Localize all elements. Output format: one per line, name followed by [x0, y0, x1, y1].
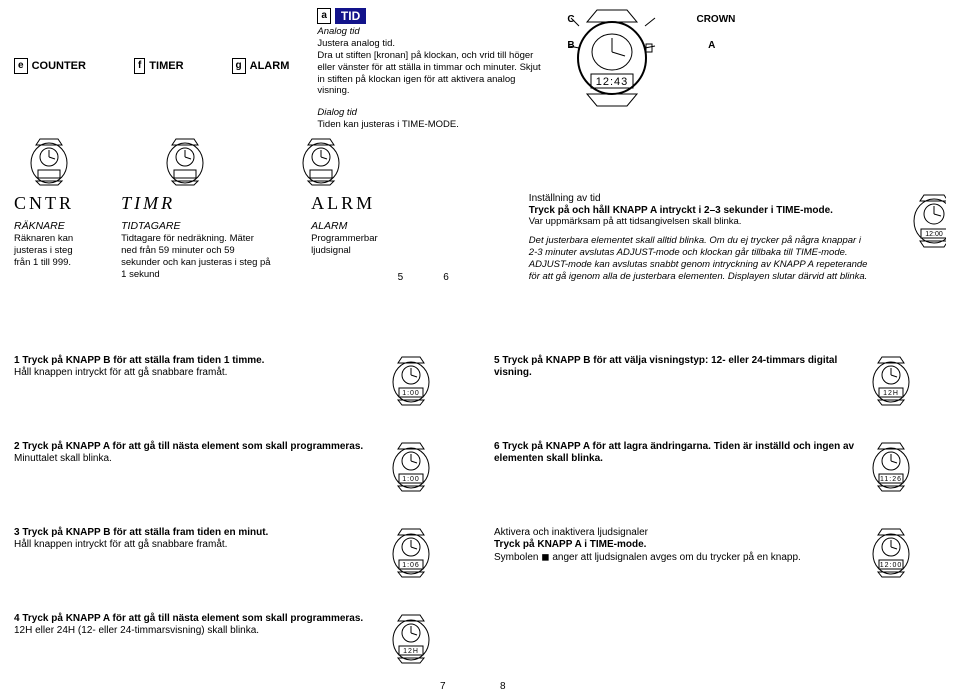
col-cntr: CNTR RÄKNARE Räknaren kan justeras i ste…: [14, 193, 81, 281]
letter-g: g: [232, 58, 246, 74]
step: 2 Tryck på KNAPP A för att gå till nästa…: [14, 441, 434, 493]
step-watch-icon: 1:00: [388, 355, 434, 407]
instr-b1: Tryck på och håll KNAPP A intryckt i 2–3…: [529, 205, 869, 216]
crown-b: B: [567, 40, 574, 51]
mode-counter: e COUNTER: [14, 58, 86, 74]
timr-bd: Tidtagare för nedräkning. Mäter ned från…: [121, 233, 271, 281]
step-watch-icon: 12H: [868, 355, 914, 407]
left-steps: 1 Tryck på KNAPP B för att ställa fram t…: [14, 355, 434, 699]
mode-labels: e COUNTER f TIMER g ALARM: [14, 58, 289, 74]
pg5: 5: [398, 272, 404, 283]
small-watches-row: [26, 137, 946, 187]
disp-cntr: CNTR: [14, 193, 81, 214]
pg6: 6: [443, 272, 449, 283]
svg-text:1:00: 1:00: [402, 476, 420, 483]
crown-label: CROWN: [696, 14, 735, 25]
instr-hd: Inställning av tid: [529, 193, 869, 204]
alrm-hd: ALARM: [311, 220, 378, 232]
col-timr: TIMR TIDTAGARE Tidtagare för nedräkning.…: [121, 193, 271, 281]
disp-alrm: ALRM: [311, 193, 378, 214]
mode-alarm: g ALARM: [232, 58, 290, 74]
lower-steps: 1 Tryck på KNAPP B för att ställa fram t…: [14, 355, 946, 699]
instr-watch-icon: 12:00: [909, 193, 946, 249]
letter-f: f: [134, 58, 145, 74]
analog-body: Dra ut stiften [kronan] på klockan, och …: [317, 50, 547, 98]
crown-watch-icon: 12:43: [567, 8, 657, 108]
step-watch-icon: 1:00: [388, 441, 434, 493]
pg7: 7: [440, 681, 446, 692]
step: 3 Tryck på KNAPP B för att ställa fram t…: [14, 527, 434, 579]
svg-text:1:06: 1:06: [402, 562, 420, 569]
disp-timr: TIMR: [121, 193, 271, 214]
analog-sub: Justera analog tid.: [317, 38, 547, 50]
disp-cols: CNTR RÄKNARE Räknaren kan justeras i ste…: [14, 193, 378, 281]
step: 6 Tryck på KNAPP A för att lagra ändring…: [494, 441, 914, 493]
cntr-hd: RÄKNARE: [14, 220, 81, 232]
step: Aktivera och inaktivera ljudsignalerTryc…: [494, 527, 914, 579]
svg-text:12H: 12H: [403, 648, 419, 655]
svg-text:12H: 12H: [883, 390, 899, 397]
crown-figure: C B A CROWN 12:43: [567, 8, 687, 111]
tid-title: a TID: [317, 8, 547, 24]
step-watch-icon: 12H: [388, 613, 434, 665]
step-watch-icon: 12:00: [868, 527, 914, 579]
crown-c: C: [567, 14, 574, 25]
step-watch-icon: 1:06: [388, 527, 434, 579]
small-watch-icon: [26, 137, 72, 187]
svg-text:12:00: 12:00: [925, 231, 943, 238]
svg-text:11:26: 11:26: [880, 476, 902, 483]
tid-head: TID: [335, 8, 366, 24]
small-watch-icon: [298, 137, 344, 187]
mode-timer: f TIMER: [134, 58, 184, 74]
tid-block: a TID Analog tid Justera analog tid. Dra…: [317, 8, 547, 131]
crown-display: 12:43: [596, 76, 629, 88]
small-watch-icon: [162, 137, 208, 187]
crown-a: A: [708, 40, 715, 51]
letter-a: a: [317, 8, 331, 24]
section2: CNTR RÄKNARE Räknaren kan justeras i ste…: [14, 193, 946, 283]
svg-text:12:00: 12:00: [880, 562, 903, 569]
step-watch-icon: 11:26: [868, 441, 914, 493]
svg-text:1:00: 1:00: [402, 390, 420, 397]
label-alarm: ALARM: [250, 60, 290, 72]
label-timer: TIMER: [149, 60, 183, 72]
step: 5 Tryck på KNAPP B för att välja visning…: [494, 355, 914, 407]
letter-e: e: [14, 58, 28, 74]
timr-hd: TIDTAGARE: [121, 220, 271, 232]
step: 1 Tryck på KNAPP B för att ställa fram t…: [14, 355, 434, 407]
pages-56: 5 6: [398, 272, 449, 283]
cntr-bd: Räknaren kan justeras i steg från 1 till…: [14, 233, 81, 269]
col-alrm: ALRM ALARM Programmerbar ljudsignal: [311, 193, 378, 281]
dialog-hd: Dialog tid: [317, 107, 547, 119]
instr-block: Inställning av tid Tryck på och håll KNA…: [529, 193, 869, 283]
label-counter: COUNTER: [32, 60, 86, 72]
dialog-body: Tiden kan justeras i TIME-MODE.: [317, 119, 547, 131]
analog-hd: Analog tid: [317, 26, 547, 38]
step: 4 Tryck på KNAPP A för att gå till nästa…: [14, 613, 434, 665]
instr-body: Det justerbara elementet skall alltid bl…: [529, 235, 869, 283]
pg8: 8: [500, 681, 506, 692]
top-row: e COUNTER f TIMER g ALARM a TID Analog t…: [14, 8, 946, 131]
right-steps: 5 Tryck på KNAPP B för att välja visning…: [494, 355, 914, 699]
alrm-bd: Programmerbar ljudsignal: [311, 233, 378, 257]
instr-l1: Var uppmärksam på att tidsangivelsen ska…: [529, 216, 869, 227]
